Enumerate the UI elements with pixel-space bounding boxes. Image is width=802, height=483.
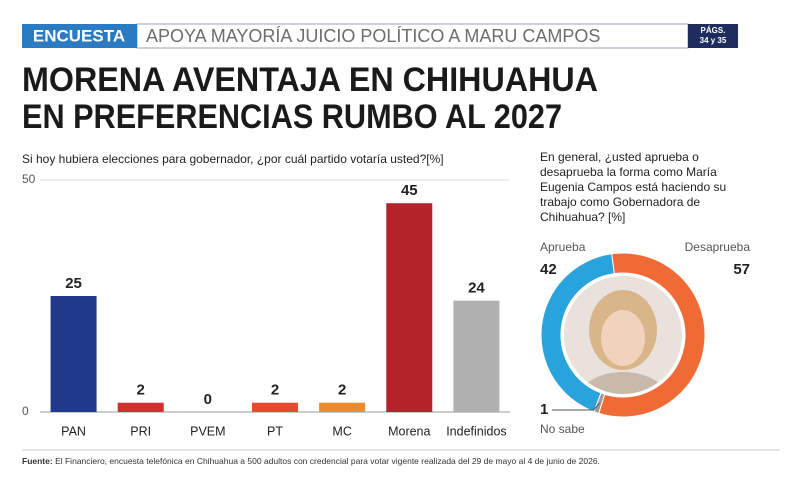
value-label: 24 — [468, 280, 485, 297]
header-tag-box — [22, 24, 137, 48]
value-label: 25 — [65, 275, 82, 292]
bar — [252, 402, 298, 412]
bar — [386, 203, 433, 412]
pages-box — [688, 24, 738, 48]
bar — [117, 402, 164, 412]
y-tick-label: 50 — [22, 172, 36, 186]
legend-label: No sabe — [540, 422, 585, 436]
donut-title: Chihuahua? [%] — [540, 210, 625, 224]
legend-label: Aprueba — [540, 240, 586, 254]
value-label: 57 — [733, 261, 750, 278]
donut-segment — [598, 252, 706, 418]
x-tick-label: PVEM — [190, 424, 225, 438]
x-tick-label: MC — [332, 424, 351, 438]
bar-subtitle: Si hoy hubiera elecciones para gobernado… — [22, 152, 444, 166]
value-label: 2 — [271, 382, 279, 399]
bar — [319, 402, 366, 412]
footer-text: El Financiero, encuesta telefónica en Ch… — [53, 456, 600, 466]
bar — [453, 300, 500, 412]
x-tick-label: PT — [267, 424, 283, 438]
x-tick-label: Indefinidos — [446, 424, 506, 438]
headline: MORENA AVENTAJA EN CHIHUAHUA — [22, 61, 598, 99]
value-label: 2 — [137, 382, 145, 399]
donut-title: trabajo como Gobernadora de — [540, 195, 700, 209]
donut-segment — [540, 253, 615, 413]
donut-title: En general, ¿usted aprueba o — [540, 150, 699, 164]
y-tick-label: 0 — [22, 404, 29, 418]
value-label: 2 — [338, 382, 346, 399]
pages-label: PÁGS. — [701, 26, 726, 35]
footer: Fuente: El Financiero, encuesta telefóni… — [22, 456, 600, 466]
x-tick-label: PRI — [130, 424, 151, 438]
value-label: 1 — [540, 401, 548, 418]
header-title: APOYA MAYORÍA JUICIO POLÍTICO A MARU CAM… — [146, 26, 600, 46]
donut-title: desaprueba la forma como María — [540, 165, 717, 179]
value-label: 0 — [204, 391, 212, 408]
donut-title: Eugenia Campos está haciendo su — [540, 180, 726, 194]
headline: EN PREFERENCIAS RUMBO AL 2027 — [22, 98, 562, 136]
x-tick-label: Morena — [388, 424, 430, 438]
legend-label: Desaprueba — [685, 240, 751, 254]
value-label: 42 — [540, 261, 557, 278]
pages-number: 34 y 35 — [700, 36, 727, 45]
footer-label: Fuente: — [22, 456, 53, 466]
leader-line — [552, 402, 600, 411]
bar — [50, 296, 97, 412]
header-tag: ENCUESTA — [33, 26, 125, 45]
value-label: 45 — [401, 182, 418, 199]
x-tick-label: PAN — [61, 424, 86, 438]
portrait — [564, 276, 682, 394]
